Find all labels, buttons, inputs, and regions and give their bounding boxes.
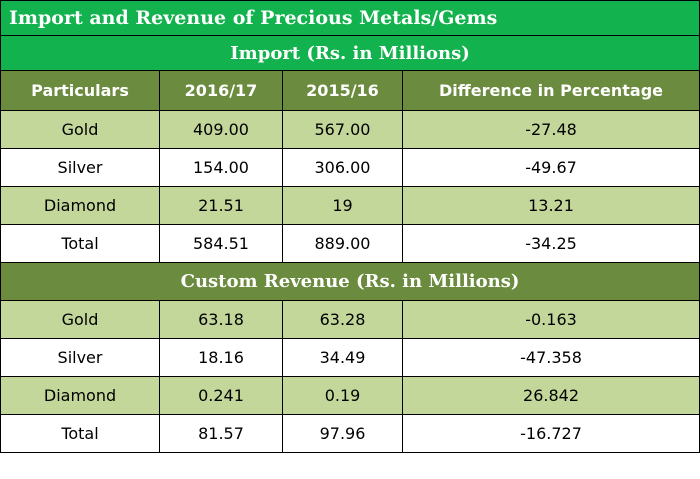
table-cell: 0.241 xyxy=(159,376,283,415)
table-cell: -47.358 xyxy=(401,338,700,377)
table-cell: 13.21 xyxy=(401,186,700,225)
section-heading-row: Import (Rs. in Millions) xyxy=(0,35,700,71)
table-cell: 567.00 xyxy=(282,110,403,149)
table-row: Gold 409.00 567.00 -27.48 xyxy=(0,110,700,149)
table-cell: 584.51 xyxy=(159,224,283,263)
title-row: Import and Revenue of Precious Metals/Ge… xyxy=(0,0,700,36)
table-cell: 19 xyxy=(282,186,403,225)
section-heading-row: Custom Revenue (Rs. in Millions) xyxy=(0,262,700,301)
row-label: Silver xyxy=(0,338,160,377)
table-cell: -49.67 xyxy=(401,148,700,187)
row-label: Silver xyxy=(0,148,160,187)
table-cell: 889.00 xyxy=(282,224,403,263)
table-title: Import and Revenue of Precious Metals/Ge… xyxy=(0,0,700,36)
metals-table: Import and Revenue of Precious Metals/Ge… xyxy=(0,0,700,453)
column-header-row: Particulars 2016/17 2015/16 Difference i… xyxy=(0,70,700,111)
table-cell: 34.49 xyxy=(282,338,403,377)
column-header: Difference in Percentage xyxy=(401,70,700,111)
table-cell: -16.727 xyxy=(401,414,700,453)
table-row: Gold 63.18 63.28 -0.163 xyxy=(0,300,700,339)
table-row: Diamond 0.241 0.19 26.842 xyxy=(0,376,700,415)
row-label: Gold xyxy=(0,300,160,339)
row-label: Diamond xyxy=(0,376,160,415)
row-label: Total xyxy=(0,224,160,263)
table-row: Silver 154.00 306.00 -49.67 xyxy=(0,148,700,187)
table-cell: 63.18 xyxy=(159,300,283,339)
table-cell: 18.16 xyxy=(159,338,283,377)
table-cell: 63.28 xyxy=(282,300,403,339)
table-cell: 154.00 xyxy=(159,148,283,187)
row-label: Diamond xyxy=(0,186,160,225)
table-row: Diamond 21.51 19 13.21 xyxy=(0,186,700,225)
import-section-heading: Import (Rs. in Millions) xyxy=(0,35,700,71)
table-cell: 0.19 xyxy=(282,376,403,415)
table-cell: 306.00 xyxy=(282,148,403,187)
table-cell: 409.00 xyxy=(159,110,283,149)
column-header: 2016/17 xyxy=(159,70,283,111)
table-cell: 81.57 xyxy=(159,414,283,453)
table-row-total: Total 584.51 889.00 -34.25 xyxy=(0,224,700,263)
column-header: 2015/16 xyxy=(282,70,403,111)
table-cell: 26.842 xyxy=(401,376,700,415)
table-cell: -34.25 xyxy=(401,224,700,263)
table-cell: -0.163 xyxy=(401,300,700,339)
table-cell: -27.48 xyxy=(401,110,700,149)
table-cell: 97.96 xyxy=(282,414,403,453)
row-label: Gold xyxy=(0,110,160,149)
row-label: Total xyxy=(0,414,160,453)
table-cell: 21.51 xyxy=(159,186,283,225)
column-header: Particulars xyxy=(0,70,160,111)
table-row: Silver 18.16 34.49 -47.358 xyxy=(0,338,700,377)
revenue-section-heading: Custom Revenue (Rs. in Millions) xyxy=(0,262,700,301)
table-row-total: Total 81.57 97.96 -16.727 xyxy=(0,414,700,453)
